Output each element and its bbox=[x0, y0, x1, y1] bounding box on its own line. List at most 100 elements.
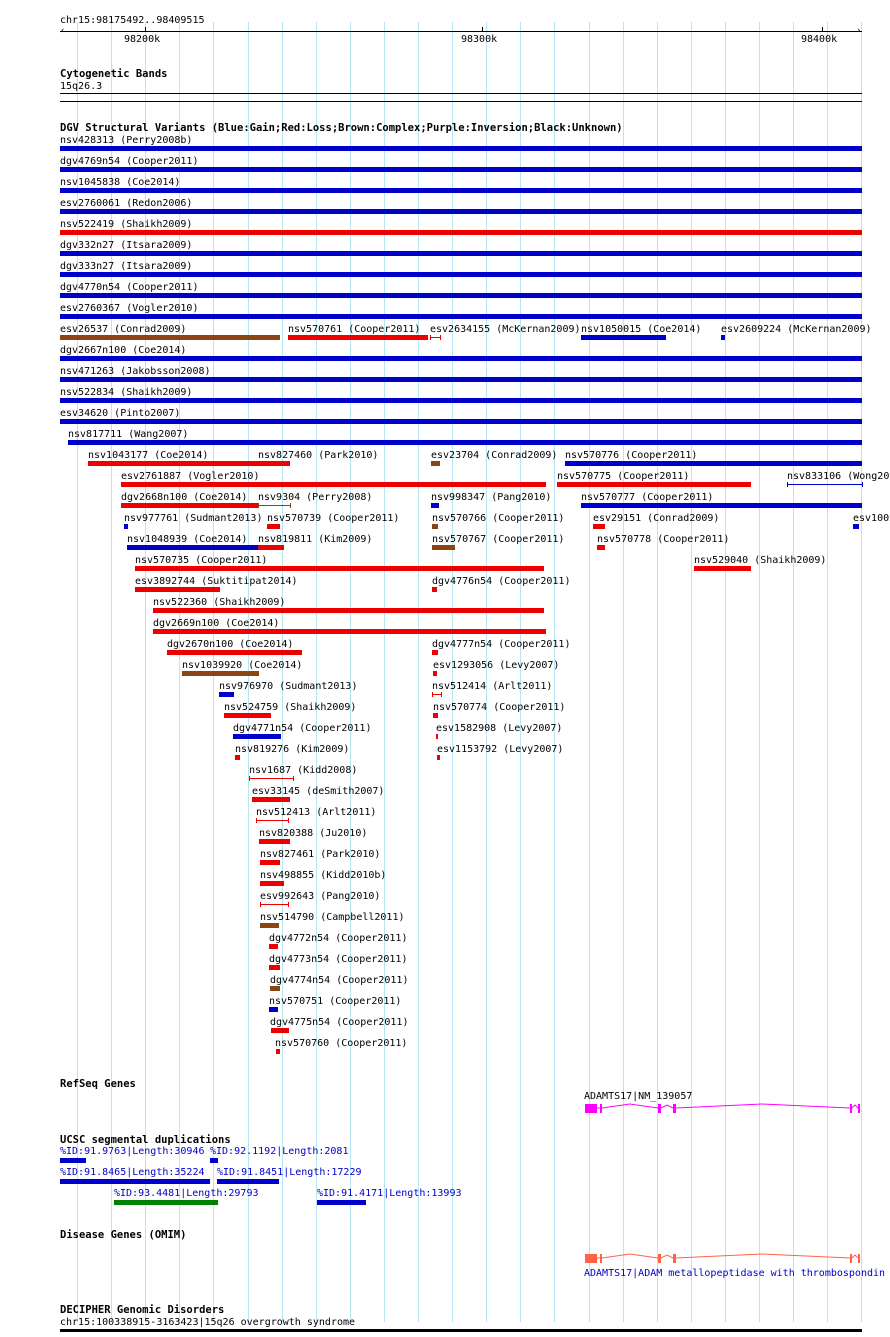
dgv-variant-bar[interactable] bbox=[135, 566, 544, 571]
segdup-label[interactable]: %ID:91.4171|Length:13993 bbox=[317, 1188, 462, 1199]
segdup-label[interactable]: %ID:91.8465|Length:35224 bbox=[60, 1167, 205, 1178]
dgv-variant-label[interactable]: nsv570776 (Cooper2011) bbox=[565, 450, 698, 461]
dgv-variant-bar[interactable] bbox=[436, 734, 438, 739]
dgv-variant-label[interactable]: dgv2667n100 (Coe2014) bbox=[60, 345, 187, 356]
dgv-variant-label[interactable]: dgv4777n54 (Cooper2011) bbox=[432, 639, 571, 650]
dgv-variant-bar[interactable] bbox=[430, 337, 440, 338]
dgv-variant-label[interactable]: nsv471263 (Jakobsson2008) bbox=[60, 366, 211, 377]
dgv-variant-label[interactable]: nsv522360 (Shaikh2009) bbox=[153, 597, 286, 608]
decipher-label[interactable]: chr15:100338915-3163423|15q26 overgrowth… bbox=[60, 1317, 356, 1328]
dgv-variant-label[interactable]: nsv512414 (Arlt2011) bbox=[432, 681, 553, 692]
dgv-variant-label[interactable]: nsv570778 (Cooper2011) bbox=[597, 534, 730, 545]
dgv-variant-label[interactable]: nsv514790 (Campbell2011) bbox=[260, 912, 405, 923]
dgv-variant-bar[interactable] bbox=[260, 881, 284, 886]
dgv-variant-label[interactable]: nsv498855 (Kidd2010b) bbox=[260, 870, 387, 881]
dgv-variant-label[interactable]: dgv332n27 (Itsara2009) bbox=[60, 240, 193, 251]
dgv-variant-bar[interactable] bbox=[219, 692, 234, 697]
dgv-variant-bar[interactable] bbox=[267, 524, 280, 529]
dgv-variant-label[interactable]: nsv524759 (Shaikh2009) bbox=[224, 702, 357, 713]
dgv-variant-bar[interactable] bbox=[153, 608, 544, 613]
dgv-variant-bar[interactable] bbox=[432, 545, 455, 550]
dgv-variant-label[interactable]: nsv570777 (Cooper2011) bbox=[581, 492, 714, 503]
dgv-variant-bar[interactable] bbox=[60, 209, 862, 214]
dgv-variant-bar[interactable] bbox=[68, 440, 862, 445]
dgv-variant-label[interactable]: esv1582908 (Levy2007) bbox=[436, 723, 563, 734]
refseq-exon[interactable] bbox=[850, 1104, 852, 1113]
dgv-variant-bar[interactable] bbox=[581, 335, 666, 340]
omim-exon[interactable] bbox=[858, 1254, 860, 1263]
dgv-variant-bar[interactable] bbox=[258, 461, 290, 466]
segdup-bar[interactable] bbox=[60, 1179, 210, 1184]
dgv-variant-label[interactable]: esv2760061 (Redon2006) bbox=[60, 198, 193, 209]
dgv-variant-bar[interactable] bbox=[60, 146, 862, 151]
dgv-variant-bar[interactable] bbox=[269, 1007, 278, 1012]
segdup-bar[interactable] bbox=[217, 1179, 279, 1184]
dgv-variant-label[interactable]: nsv570774 (Cooper2011) bbox=[433, 702, 566, 713]
dgv-variant-bar[interactable] bbox=[269, 944, 278, 949]
dgv-variant-label[interactable]: dgv2669n100 (Coe2014) bbox=[153, 618, 280, 629]
omim-exon[interactable] bbox=[585, 1254, 597, 1263]
dgv-variant-bar[interactable] bbox=[127, 545, 258, 550]
dgv-variant-bar[interactable] bbox=[258, 505, 290, 506]
dgv-variant-label[interactable]: esv33145 (deSmith2007) bbox=[252, 786, 385, 797]
dgv-variant-bar[interactable] bbox=[258, 545, 284, 550]
dgv-variant-bar[interactable] bbox=[260, 904, 288, 905]
dgv-variant-bar[interactable] bbox=[276, 1049, 280, 1054]
dgv-variant-bar[interactable] bbox=[260, 860, 280, 865]
segdup-bar[interactable] bbox=[114, 1200, 218, 1205]
dgv-variant-label[interactable]: nsv1048939 (Coe2014) bbox=[127, 534, 248, 545]
dgv-variant-label[interactable]: dgv4773n54 (Cooper2011) bbox=[269, 954, 408, 965]
dgv-variant-bar[interactable] bbox=[235, 755, 240, 760]
dgv-variant-bar[interactable] bbox=[853, 524, 859, 529]
dgv-variant-label[interactable]: esv23704 (Conrad2009) bbox=[431, 450, 558, 461]
dgv-variant-bar[interactable] bbox=[288, 335, 428, 340]
dgv-variant-bar[interactable] bbox=[432, 650, 438, 655]
refseq-exon[interactable] bbox=[658, 1104, 661, 1113]
dgv-variant-bar[interactable] bbox=[597, 545, 605, 550]
dgv-variant-bar[interactable] bbox=[787, 484, 862, 485]
segdup-label[interactable]: %ID:91.8451|Length:17229 bbox=[217, 1167, 362, 1178]
dgv-variant-label[interactable]: nsv998347 (Pang2010) bbox=[431, 492, 552, 503]
dgv-variant-label[interactable]: dgv4772n54 (Cooper2011) bbox=[269, 933, 408, 944]
dgv-variant-bar[interactable] bbox=[259, 839, 290, 844]
dgv-variant-bar[interactable] bbox=[88, 461, 258, 466]
dgv-variant-label[interactable]: nsv1039920 (Coe2014) bbox=[182, 660, 303, 671]
dgv-variant-bar[interactable] bbox=[249, 778, 293, 779]
dgv-variant-label[interactable]: nsv819276 (Kim2009) bbox=[235, 744, 350, 755]
dgv-variant-label[interactable]: esv29151 (Conrad2009) bbox=[593, 513, 720, 524]
dgv-variant-bar[interactable] bbox=[721, 335, 725, 340]
dgv-variant-bar[interactable] bbox=[60, 356, 862, 361]
dgv-variant-label[interactable]: nsv827461 (Park2010) bbox=[260, 849, 381, 860]
dgv-variant-bar[interactable] bbox=[270, 986, 280, 991]
refseq-gene-label[interactable]: ADAMTS17|NM_139057 bbox=[584, 1091, 693, 1102]
dgv-variant-label[interactable]: nsv522834 (Shaikh2009) bbox=[60, 387, 193, 398]
dgv-variant-bar[interactable] bbox=[60, 377, 862, 382]
dgv-variant-bar[interactable] bbox=[260, 923, 279, 928]
dgv-variant-label[interactable]: esv1002 bbox=[853, 513, 890, 524]
dgv-variant-bar[interactable] bbox=[432, 587, 437, 592]
dgv-variant-bar[interactable] bbox=[256, 820, 288, 821]
dgv-variant-label[interactable]: nsv1687 (Kidd2008) bbox=[249, 765, 358, 776]
dgv-variant-label[interactable]: nsv570761 (Cooper2011) bbox=[288, 324, 421, 335]
omim-exon[interactable] bbox=[673, 1254, 676, 1263]
segdup-label[interactable]: %ID:93.4481|Length:29793 bbox=[114, 1188, 259, 1199]
dgv-variant-bar[interactable] bbox=[124, 524, 128, 529]
dgv-variant-bar[interactable] bbox=[153, 629, 546, 634]
dgv-variant-label[interactable]: nsv827460 (Park2010) bbox=[258, 450, 379, 461]
dgv-variant-label[interactable]: nsv570735 (Cooper2011) bbox=[135, 555, 268, 566]
dgv-variant-bar[interactable] bbox=[433, 713, 438, 718]
dgv-variant-bar[interactable] bbox=[224, 713, 271, 718]
dgv-variant-label[interactable]: nsv833106 (Wong20 bbox=[787, 471, 890, 482]
dgv-variant-bar[interactable] bbox=[60, 335, 280, 340]
dgv-variant-bar[interactable] bbox=[60, 272, 862, 277]
dgv-variant-bar[interactable] bbox=[437, 755, 440, 760]
dgv-variant-bar[interactable] bbox=[121, 503, 258, 508]
segdup-label[interactable]: %ID:92.1192|Length:2081 bbox=[210, 1146, 349, 1157]
refseq-exon[interactable] bbox=[585, 1104, 597, 1113]
dgv-variant-label[interactable]: esv2609224 (McKernan2009) bbox=[721, 324, 872, 335]
omim-exon[interactable] bbox=[850, 1254, 852, 1263]
dgv-variant-bar[interactable] bbox=[694, 566, 751, 571]
dgv-variant-label[interactable]: esv26537 (Conrad2009) bbox=[60, 324, 187, 335]
dgv-variant-bar[interactable] bbox=[431, 461, 440, 466]
